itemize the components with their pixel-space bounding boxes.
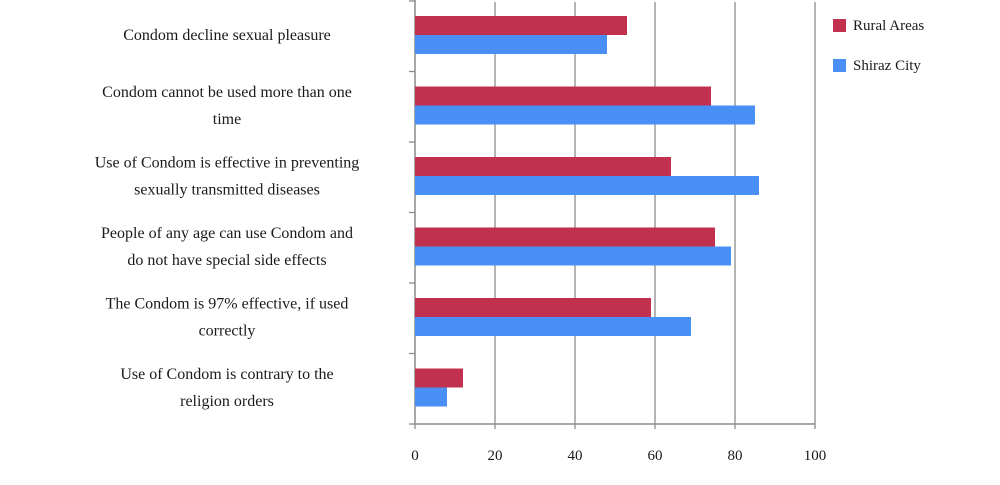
bar-shiraz-city <box>415 35 607 54</box>
bar-shiraz-city <box>415 246 731 266</box>
category-label-line: People of any age can use Condom and <box>101 225 353 242</box>
x-tick-label: 20 <box>488 448 503 464</box>
category-label: Condom decline sexual pleasure <box>123 27 331 44</box>
bar-shiraz-city <box>415 105 755 125</box>
category-label: The Condom is 97% effective, if used corr… <box>106 296 349 340</box>
bar-shiraz-city <box>415 176 759 195</box>
x-tick-labels: 0 20 40 60 80 100 <box>411 448 826 464</box>
category-label-line: Use of Condom is contrary to the <box>120 366 333 383</box>
category-label-line: The Condom is 97% effective, if used <box>106 296 349 313</box>
bar-rural-areas <box>415 157 671 176</box>
category-label-line: correctly <box>199 323 256 340</box>
category-labels: Condom decline sexual pleasure Condom can… <box>95 27 360 410</box>
legend-swatch <box>833 59 846 72</box>
category-label: Use of Condom is effective in preventing… <box>95 155 360 199</box>
bar-rural-areas <box>415 368 463 388</box>
legend-label: Shiraz City <box>853 58 921 74</box>
x-tick-label: 80 <box>728 448 743 464</box>
category-label: Use of Condom is contrary to the religion… <box>120 366 333 410</box>
x-tick-label: 40 <box>568 448 583 464</box>
x-tick-label: 60 <box>648 448 663 464</box>
bar-shiraz-city <box>415 317 691 336</box>
category-label: People of any age can use Condom and do n… <box>101 225 353 269</box>
legend-swatch <box>833 19 846 32</box>
legend-label: Rural Areas <box>853 18 924 34</box>
bar-shiraz-city <box>415 387 447 407</box>
category-label-line: sexually transmitted diseases <box>134 182 320 199</box>
category-label: Condom cannot be used more than one time <box>102 84 352 128</box>
category-label-line: Condom decline sexual pleasure <box>123 27 331 44</box>
x-tick-label: 0 <box>411 448 419 464</box>
axes <box>409 0 816 429</box>
bar-rural-areas <box>415 16 627 35</box>
bars <box>415 16 759 407</box>
category-label-line: Condom cannot be used more than one <box>102 84 352 101</box>
category-label-line: do not have special side effects <box>127 252 326 269</box>
x-tick-label: 100 <box>804 448 827 464</box>
category-label-line: time <box>213 111 241 128</box>
legend: Rural Areas Shiraz City <box>833 18 924 74</box>
bar-rural-areas <box>415 298 651 317</box>
category-label-line: Use of Condom is effective in preventing <box>95 155 360 172</box>
bar-rural-areas <box>415 86 711 106</box>
bar-rural-areas <box>415 227 715 247</box>
category-label-line: religion orders <box>180 393 274 410</box>
grid-lines <box>494 2 816 424</box>
